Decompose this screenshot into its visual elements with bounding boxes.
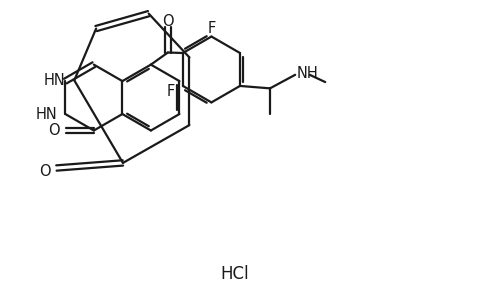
Text: HN: HN — [35, 107, 57, 121]
Text: F: F — [166, 84, 175, 99]
Text: HN: HN — [44, 73, 65, 88]
Text: O: O — [162, 13, 174, 29]
Text: F: F — [207, 21, 216, 36]
Text: NH: NH — [297, 66, 319, 81]
Text: O: O — [39, 164, 51, 179]
Text: HCl: HCl — [220, 265, 248, 283]
Text: O: O — [48, 123, 60, 138]
